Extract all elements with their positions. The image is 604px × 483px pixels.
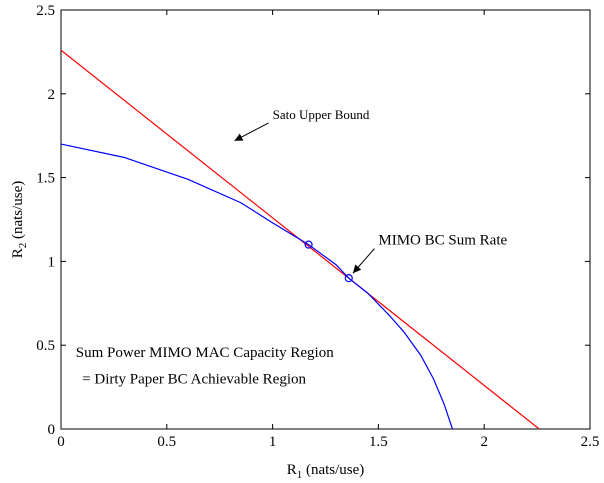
x-tick-label: 0.5: [157, 434, 176, 450]
x-tick-label: 0: [57, 434, 65, 450]
y-tick-label: 0.5: [36, 338, 55, 354]
y-tick-label: 1.5: [36, 171, 55, 187]
annotation-arrowhead-mimo: [353, 264, 362, 274]
data-marker-1: [304, 240, 313, 249]
annotation-arrowhead-sato: [234, 133, 244, 141]
y-tick-label: 2: [48, 87, 56, 103]
data-marker-2: [344, 274, 353, 283]
y-axis-label: R2 (nats/use): [10, 181, 29, 259]
y-tick-label: 0: [48, 422, 56, 438]
x-tick-label: 1: [269, 434, 277, 450]
annotation-mimo: MIMO BC Sum Rate: [378, 233, 507, 249]
x-tick-label: 1.5: [369, 434, 388, 450]
x-tick-label: 2.5: [581, 434, 600, 450]
y-tick-label: 1: [48, 254, 56, 270]
annotation-sato: Sato Upper Bound: [273, 107, 370, 122]
y-tick-label: 2.5: [36, 3, 55, 19]
annotation-region2: = Dirty Paper BC Achievable Region: [82, 372, 306, 388]
x-tick-label: 2: [480, 434, 488, 450]
plot-area: [60, 9, 591, 430]
annotation-region1: Sum Power MIMO MAC Capacity Region: [76, 345, 334, 361]
series-line-2: [60, 143, 454, 430]
x-axis-label: R1 (nats/use): [287, 462, 365, 481]
